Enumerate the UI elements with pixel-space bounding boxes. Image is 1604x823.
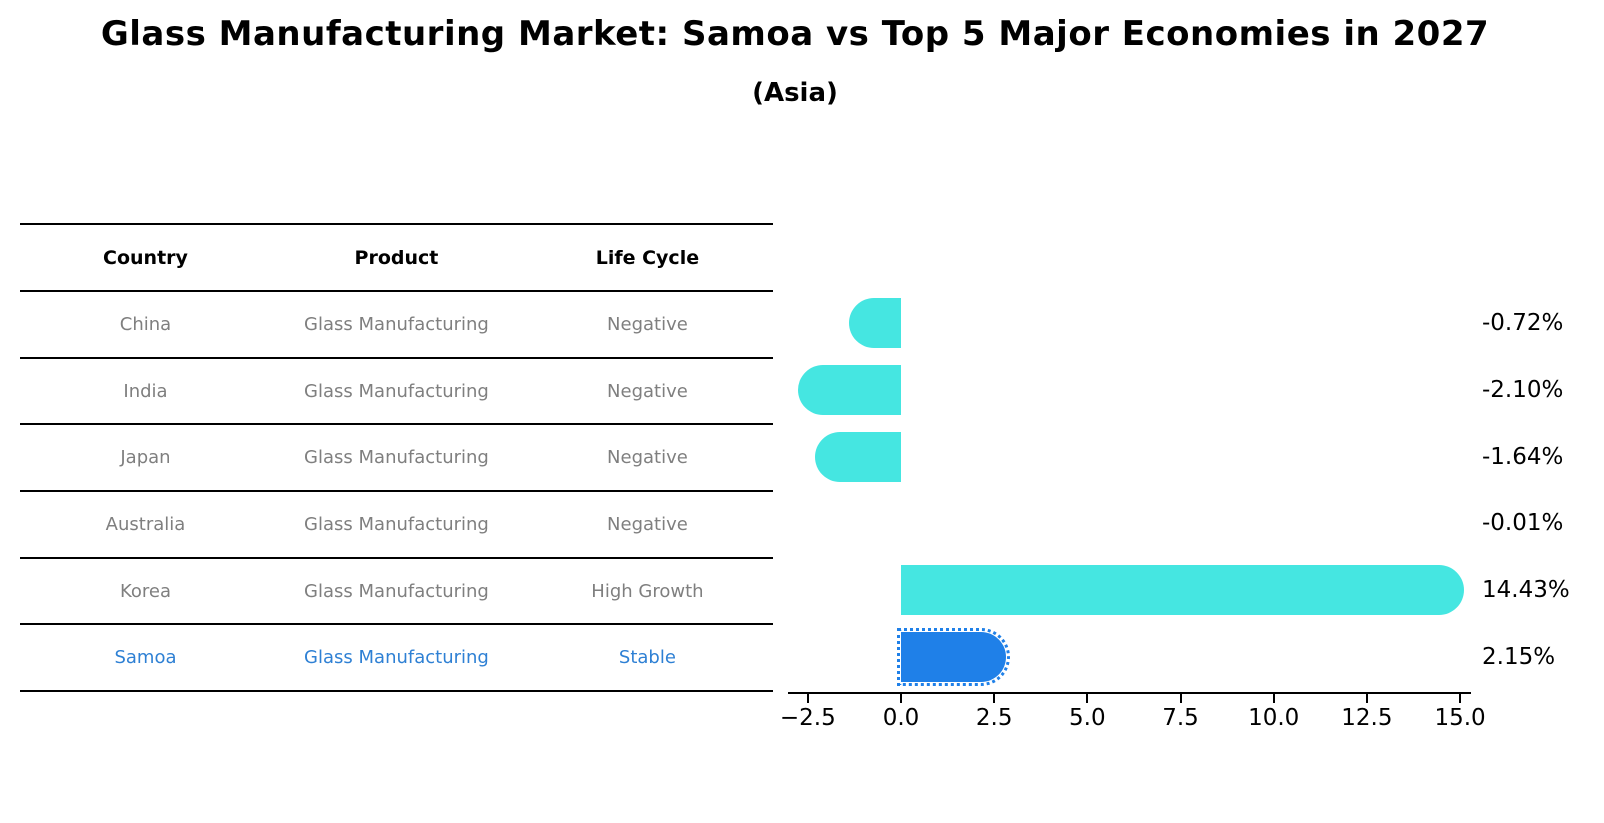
- table-row-samoa: Samoa Glass Manufacturing Stable: [20, 625, 773, 693]
- table-body: China Glass Manufacturing Negative India Gla…: [20, 292, 773, 693]
- cell-country: Samoa: [114, 647, 177, 669]
- cell-life-cycle: High Growth: [591, 580, 704, 602]
- bar-korea: [901, 565, 1464, 616]
- cell-product: Glass Manufacturing: [304, 647, 489, 669]
- cell-life-cycle: Negative: [607, 380, 688, 402]
- cell-life-cycle: Negative: [607, 313, 688, 335]
- chart-subtitle: (Asia): [752, 78, 838, 108]
- x-tick-label: 0.0: [882, 705, 920, 731]
- x-tick-label: 15.0: [1434, 705, 1486, 731]
- x-tick: [900, 692, 902, 703]
- x-tick: [1086, 692, 1089, 703]
- cell-country: China: [119, 313, 172, 335]
- x-tick-label: 7.5: [1162, 705, 1199, 731]
- bar-india: [797, 365, 901, 416]
- x-tick-label: 12.5: [1341, 705, 1393, 731]
- cell-country: Japan: [120, 447, 171, 469]
- cell-life-cycle: Negative: [607, 447, 688, 469]
- bar-japan: [814, 431, 901, 482]
- table-row-japan: Japan Glass Manufacturing Negative: [20, 425, 773, 493]
- table-header-country: Country: [103, 246, 188, 269]
- cell-product: Glass Manufacturing: [304, 313, 489, 335]
- table-header-row: Country Product Life Cycle: [20, 225, 773, 292]
- x-tick: [1272, 692, 1275, 703]
- x-tick-label: 10.0: [1248, 705, 1300, 731]
- x-tick-label: 2.5: [975, 705, 1013, 731]
- cell-country: Korea: [119, 580, 171, 602]
- bar-samoa: [896, 627, 1011, 686]
- table-row-australia: Australia Glass Manufacturing Negative: [20, 492, 773, 559]
- bar-value-label-korea: 14.43%: [1482, 577, 1570, 604]
- country-table: Country Product Life Cycle China Glass Ma…: [20, 223, 773, 693]
- x-tick: [1365, 692, 1368, 703]
- x-tick: [1459, 692, 1462, 703]
- cell-product: Glass Manufacturing: [304, 380, 489, 402]
- table-header-life-cycle: Life Cycle: [595, 246, 700, 269]
- cell-country: India: [123, 380, 168, 402]
- x-tick-label: −2.5: [779, 705, 836, 731]
- bar-value-label-china: -0.72%: [1482, 310, 1564, 337]
- x-tick: [806, 692, 809, 703]
- table-row-korea: Korea Glass Manufacturing High Growth: [20, 559, 773, 626]
- x-tick: [993, 692, 996, 703]
- table-row-china: China Glass Manufacturing Negative: [20, 292, 773, 359]
- cell-life-cycle: Stable: [618, 647, 676, 669]
- bar-value-label-india: -2.10%: [1482, 377, 1564, 404]
- bar-value-label-australia: -0.01%: [1482, 510, 1564, 537]
- cell-country: Australia: [105, 513, 186, 535]
- cell-product: Glass Manufacturing: [304, 513, 489, 535]
- chart-title: Glass Manufacturing Market: Samoa vs Top…: [100, 14, 1490, 54]
- table-row-india: India Glass Manufacturing Negative: [20, 359, 773, 426]
- x-axis-line: [788, 692, 1471, 694]
- cell-product: Glass Manufacturing: [304, 580, 489, 602]
- bar-value-label-japan: -1.64%: [1482, 443, 1564, 470]
- cell-product: Glass Manufacturing: [304, 447, 489, 469]
- cell-life-cycle: Negative: [607, 513, 688, 535]
- table-header-product: Product: [354, 246, 439, 269]
- bar-value-label-samoa: 2.15%: [1482, 643, 1556, 670]
- bar-china: [849, 298, 901, 349]
- x-tick-label: 5.0: [1069, 705, 1106, 731]
- x-tick: [1179, 692, 1182, 703]
